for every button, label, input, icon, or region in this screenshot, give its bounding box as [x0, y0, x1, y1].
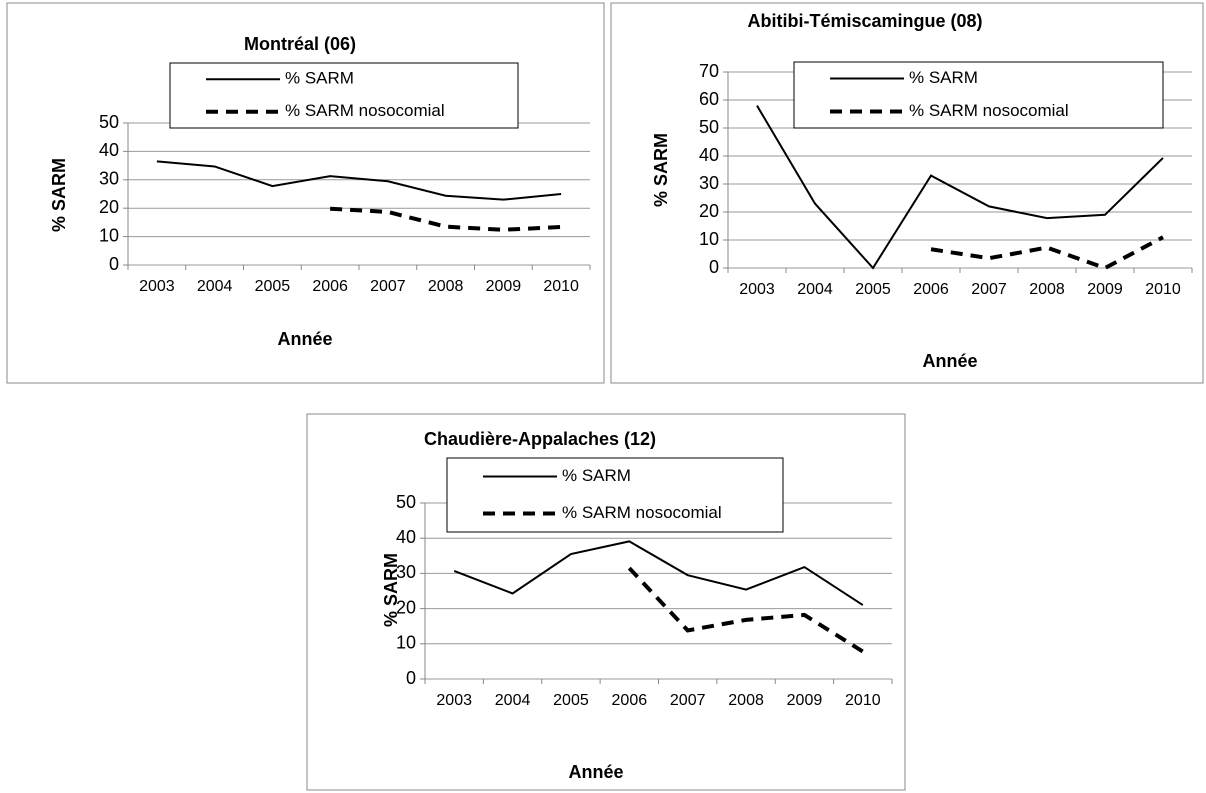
- x-tick-label: 2007: [971, 281, 1007, 298]
- chart-title: Abitibi-Témiscamingue (08): [747, 11, 982, 31]
- legend-label: % SARM nosocomial: [285, 101, 445, 120]
- legend-label: % SARM: [909, 68, 978, 87]
- x-tick-label: 2006: [612, 692, 648, 709]
- y-tick-label: 50: [699, 117, 719, 137]
- y-tick-label: 10: [99, 225, 119, 245]
- chart-title: Montréal (06): [244, 34, 356, 54]
- y-tick-label: 50: [396, 492, 416, 512]
- chart-frame: [306, 413, 906, 791]
- y-tick-label: 60: [699, 89, 719, 109]
- y-tick-label: 30: [99, 169, 119, 189]
- chart-title: Chaudière-Appalaches (12): [424, 429, 656, 449]
- y-axis-label: % SARM: [381, 553, 401, 627]
- x-axis-label: Année: [568, 762, 623, 782]
- x-axis-label: Année: [922, 351, 977, 371]
- x-tick-label: 2010: [845, 692, 881, 709]
- y-tick-label: 20: [396, 597, 416, 617]
- x-tick-label: 2004: [797, 281, 833, 298]
- chart-frame: [610, 2, 1204, 384]
- x-tick-label: 2006: [913, 281, 949, 298]
- x-tick-label: 2003: [436, 692, 472, 709]
- x-tick-label: 2004: [197, 278, 233, 295]
- y-tick-label: 40: [699, 145, 719, 165]
- legend-label: % SARM nosocomial: [909, 101, 1069, 120]
- x-tick-label: 2010: [543, 278, 579, 295]
- y-tick-label: 20: [699, 201, 719, 221]
- y-tick-label: 10: [396, 633, 416, 653]
- x-tick-label: 2003: [739, 281, 775, 298]
- x-tick-label: 2005: [553, 692, 589, 709]
- x-tick-label: 2010: [1145, 281, 1181, 298]
- x-tick-label: 2009: [1087, 281, 1123, 298]
- x-tick-label: 2003: [139, 278, 175, 295]
- x-tick-label: 2007: [370, 278, 406, 295]
- legend-label: % SARM nosocomial: [562, 503, 722, 522]
- legend-box: [169, 62, 519, 129]
- y-tick-label: 40: [396, 527, 416, 547]
- y-tick-label: 20: [99, 197, 119, 217]
- x-tick-label: 2008: [428, 278, 464, 295]
- x-tick-label: 2005: [255, 278, 291, 295]
- y-tick-label: 30: [699, 173, 719, 193]
- x-tick-label: 2009: [486, 278, 522, 295]
- y-tick-label: 70: [699, 61, 719, 81]
- series-line: [156, 160, 562, 201]
- x-axis-label: Année: [277, 329, 332, 349]
- y-axis-label: % SARM: [49, 158, 69, 232]
- x-tick-label: 2009: [787, 692, 823, 709]
- series-line: [453, 540, 864, 606]
- series-line: [756, 105, 1164, 270]
- legend-box: [793, 61, 1164, 129]
- y-tick-label: 30: [396, 562, 416, 582]
- x-tick-label: 2007: [670, 692, 706, 709]
- legend-box: [446, 457, 784, 533]
- series-line: [627, 566, 864, 654]
- y-tick-label: 40: [99, 140, 119, 160]
- y-tick-label: 0: [109, 254, 119, 274]
- x-tick-label: 2008: [728, 692, 764, 709]
- y-tick-label: 10: [699, 229, 719, 249]
- x-tick-label: 2006: [312, 278, 348, 295]
- chart-frame: [6, 2, 605, 384]
- x-tick-label: 2004: [495, 692, 531, 709]
- y-tick-label: 0: [406, 668, 416, 688]
- x-tick-label: 2005: [855, 281, 891, 298]
- x-tick-label: 2008: [1029, 281, 1065, 298]
- y-tick-label: 0: [709, 257, 719, 277]
- series-line: [930, 235, 1164, 271]
- series-line: [330, 206, 562, 232]
- y-tick-label: 50: [99, 112, 119, 132]
- legend-label: % SARM: [285, 69, 354, 88]
- y-axis-label: % SARM: [651, 133, 671, 207]
- legend-label: % SARM: [562, 466, 631, 485]
